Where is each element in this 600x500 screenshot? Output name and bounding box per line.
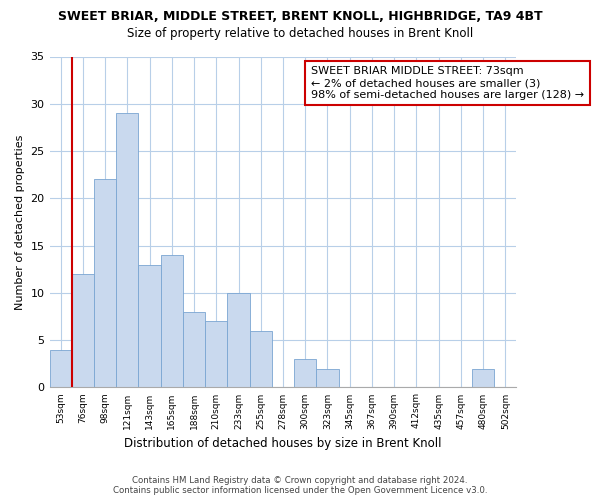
Text: SWEET BRIAR MIDDLE STREET: 73sqm
← 2% of detached houses are smaller (3)
98% of : SWEET BRIAR MIDDLE STREET: 73sqm ← 2% of… <box>311 66 584 100</box>
Text: Contains HM Land Registry data © Crown copyright and database right 2024.
Contai: Contains HM Land Registry data © Crown c… <box>113 476 487 495</box>
Bar <box>316 368 338 388</box>
Bar <box>227 293 250 388</box>
Bar <box>294 359 316 388</box>
Bar <box>205 321 227 388</box>
X-axis label: Distribution of detached houses by size in Brent Knoll: Distribution of detached houses by size … <box>124 437 442 450</box>
Bar <box>472 368 494 388</box>
Bar <box>139 264 161 388</box>
Bar <box>72 274 94 388</box>
Bar <box>250 330 272 388</box>
Bar <box>161 255 183 388</box>
Y-axis label: Number of detached properties: Number of detached properties <box>15 134 25 310</box>
Bar <box>116 113 139 388</box>
Text: Size of property relative to detached houses in Brent Knoll: Size of property relative to detached ho… <box>127 28 473 40</box>
Bar <box>94 180 116 388</box>
Text: SWEET BRIAR, MIDDLE STREET, BRENT KNOLL, HIGHBRIDGE, TA9 4BT: SWEET BRIAR, MIDDLE STREET, BRENT KNOLL,… <box>58 10 542 23</box>
Bar <box>183 312 205 388</box>
Bar <box>50 350 72 388</box>
